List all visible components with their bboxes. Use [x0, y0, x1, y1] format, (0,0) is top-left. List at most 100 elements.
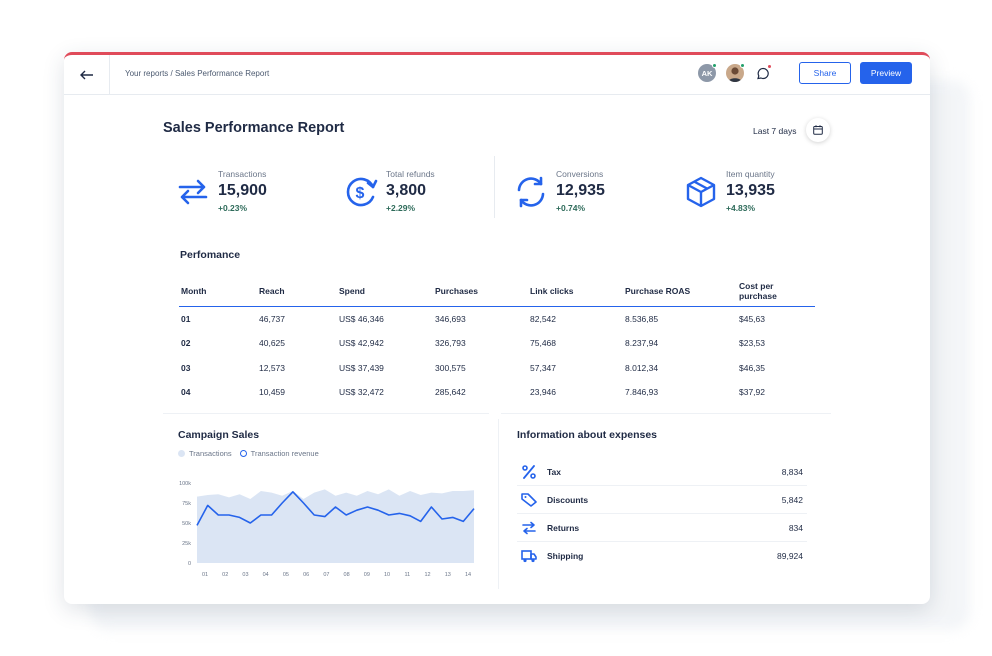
share-button[interactable]: Share [799, 62, 851, 84]
avatar-photo[interactable] [726, 64, 744, 82]
calendar-icon [813, 125, 823, 135]
y-tick-label: 25k [182, 541, 191, 547]
kpi-value: 13,935 [726, 182, 775, 199]
series-line-transaction-revenue [196, 491, 475, 526]
preview-button[interactable]: Preview [860, 62, 912, 84]
expense-row-returns: Returns 834 [517, 514, 807, 542]
x-tick-label: 04 [263, 572, 269, 578]
cell-spend: US$ 46,346 [339, 314, 384, 324]
table-row: 01 46,737 US$ 46,346 346,693 82,542 8.53… [179, 307, 815, 332]
x-tick-label: 14 [465, 572, 471, 578]
cell-purchases: 326,793 [435, 338, 466, 349]
kpi-value: 15,900 [218, 182, 267, 199]
dollar-refresh-icon: $ [346, 177, 378, 207]
section-divider [501, 413, 831, 414]
breadcrumb[interactable]: Your reports / Sales Performance Report [125, 69, 270, 78]
performance-title: Perfomance [180, 249, 241, 261]
kpi-change: +0.23% [218, 203, 248, 213]
cell-roas: 7.846,93 [625, 387, 659, 398]
truck-icon [521, 550, 537, 563]
avatar-initials: AK [701, 68, 713, 78]
cell-link-clicks: 82,542 [530, 314, 556, 324]
x-tick-label: 06 [303, 572, 309, 578]
box-icon [686, 176, 716, 208]
campaign-sales-chart: 0 25k 50k 75k 100k 01 02 03 04 05 06 07 08 09 10 11 12 13… [179, 481, 475, 578]
cell-spend: US$ 42,942 [339, 338, 384, 349]
cell-link-clicks: 57,347 [530, 362, 556, 373]
x-tick-label: 01 [202, 572, 208, 578]
cell-link-clicks: 75,468 [530, 338, 556, 349]
sync-icon [517, 176, 545, 208]
y-tick-label: 75k [182, 501, 191, 507]
transfer-arrows-icon [178, 179, 208, 205]
cell-spend: US$ 37,439 [339, 362, 384, 373]
y-tick-label: 50k [182, 521, 191, 527]
cell-reach: 40,625 [259, 338, 285, 349]
expense-value: 8,834 [781, 467, 803, 477]
kpi-value: 12,935 [556, 182, 605, 199]
cell-purchases: 300,575 [435, 362, 466, 373]
cell-spend: US$ 32,472 [339, 387, 384, 398]
page-title: Sales Performance Report [163, 120, 345, 136]
section-divider [163, 413, 489, 414]
arrow-left-icon [79, 70, 93, 80]
chat-bubble-icon [757, 67, 769, 80]
kpi-change: +2.29% [386, 203, 416, 213]
expense-row-discounts: Discounts 5,842 [517, 486, 807, 514]
series-area-transactions [197, 489, 474, 563]
swap-arrows-icon [522, 521, 536, 535]
cell-roas: 8.012,34 [625, 362, 659, 373]
cell-reach: 12,573 [259, 362, 285, 373]
expense-value: 834 [788, 523, 803, 533]
cell-cost: $46,35 [739, 362, 765, 373]
cell-roas: 8.237,94 [625, 338, 659, 349]
cell-month: 04 [181, 387, 191, 398]
cell-cost: $45,63 [739, 314, 765, 324]
legend-swatch [178, 450, 185, 457]
notification-dot [767, 64, 772, 69]
back-button[interactable] [64, 55, 110, 95]
expense-row-shipping: Shipping 89,924 [517, 542, 807, 570]
section-divider [498, 419, 499, 589]
cell-reach: 10,459 [259, 387, 285, 398]
column-header[interactable]: Link clicks [528, 277, 623, 307]
expense-value: 89,924 [777, 551, 803, 561]
kpi-change: +0.74% [556, 203, 586, 213]
cell-month: 02 [181, 338, 191, 349]
svg-text:$: $ [356, 185, 365, 202]
avatar[interactable]: AK [698, 64, 716, 82]
table-row: 03 12,573 US$ 37,439 300,575 57,347 8.01… [179, 356, 815, 381]
online-indicator [740, 63, 745, 68]
column-header[interactable]: Purchases [433, 277, 528, 307]
y-tick-label: 100k [179, 481, 191, 487]
online-indicator [712, 63, 717, 68]
x-tick-label: 05 [283, 572, 289, 578]
column-header[interactable]: Spend [337, 277, 433, 307]
date-picker-button[interactable] [806, 118, 830, 142]
kpi-label: Transactions [218, 169, 267, 179]
cell-purchases: 346,693 [435, 314, 466, 324]
expenses-title: Information about expenses [517, 429, 658, 441]
x-tick-label: 11 [404, 572, 410, 578]
kpi-label: Conversions [556, 169, 604, 179]
column-header[interactable]: Purchase ROAS [623, 277, 737, 307]
cell-link-clicks: 23,946 [530, 387, 556, 398]
comments-button[interactable] [755, 66, 771, 82]
column-header[interactable]: Cost per purchase [737, 277, 815, 307]
tag-icon [521, 493, 537, 507]
column-header[interactable]: Month [179, 277, 257, 307]
cell-purchases: 285,642 [435, 387, 466, 398]
report-window: Your reports / Sales Performance Report … [64, 52, 930, 604]
expense-row-tax: Tax 8,834 [517, 458, 807, 486]
x-tick-label: 10 [384, 572, 390, 578]
campaign-sales-title: Campaign Sales [178, 429, 260, 441]
expense-label: Returns [547, 523, 580, 533]
legend-item-revenue[interactable]: Transaction revenue [239, 449, 319, 458]
percent-icon [522, 465, 536, 479]
legend-item-transactions[interactable]: Transactions [178, 449, 232, 458]
cell-roas: 8.536,85 [625, 314, 659, 324]
column-header[interactable]: Reach [257, 277, 337, 307]
x-tick-label: 13 [445, 572, 451, 578]
kpi-label: Total refunds [386, 169, 435, 179]
date-range-label[interactable]: Last 7 days [753, 126, 797, 136]
